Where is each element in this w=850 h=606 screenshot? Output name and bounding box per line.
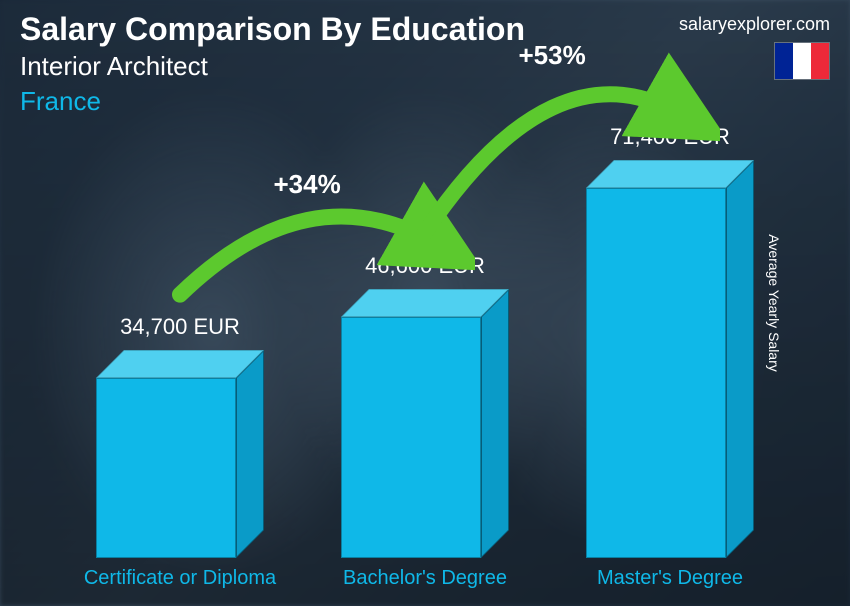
chart-country: France xyxy=(20,86,525,117)
branding-text: salaryexplorer.com xyxy=(679,14,830,35)
bar-chart: 34,700 EURCertificate or Diploma46,600 E… xyxy=(40,90,790,590)
increase-percent-label: +53% xyxy=(519,40,586,71)
chart-subtitle: Interior Architect xyxy=(20,51,525,82)
bar xyxy=(96,350,264,558)
bar-side-face xyxy=(726,160,754,558)
chart-title: Salary Comparison By Education xyxy=(20,12,525,47)
bar-side-face xyxy=(236,350,264,558)
bar-category-label: Certificate or Diploma xyxy=(80,566,280,590)
bar-front-face xyxy=(96,378,236,558)
flag-icon xyxy=(774,42,830,80)
y-axis-label: Average Yearly Salary xyxy=(765,234,781,372)
bar-side-face xyxy=(481,289,509,558)
flag-stripe-1 xyxy=(775,43,793,79)
bar-front-face xyxy=(341,317,481,558)
header: Salary Comparison By Education Interior … xyxy=(20,12,525,117)
flag-stripe-3 xyxy=(811,43,829,79)
bar-category-label: Bachelor's Degree xyxy=(325,566,525,590)
bar-category-label: Master's Degree xyxy=(570,566,770,590)
increase-percent-label: +34% xyxy=(274,169,341,200)
flag-stripe-2 xyxy=(793,43,811,79)
bar-group: 34,700 EURCertificate or Diploma xyxy=(80,314,280,590)
